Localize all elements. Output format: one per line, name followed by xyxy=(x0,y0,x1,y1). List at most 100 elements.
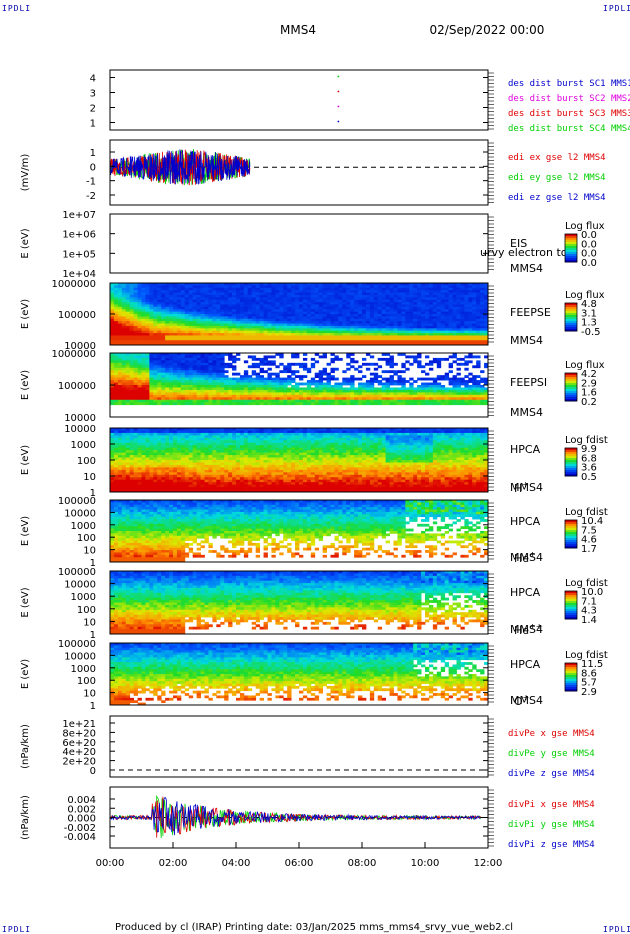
spectrogram-cell xyxy=(192,392,198,396)
spectrogram-cell xyxy=(129,457,135,461)
spectrogram-cell xyxy=(330,353,335,356)
spectrogram-cell xyxy=(476,333,481,336)
spectrogram-cell xyxy=(326,375,331,379)
spectrogram-cell xyxy=(180,294,186,298)
spectrogram-cell xyxy=(436,316,442,320)
spectrogram-cell xyxy=(239,340,245,344)
spectrogram-cell xyxy=(350,316,355,320)
spectrogram-cell xyxy=(302,294,308,298)
spectrogram-cell xyxy=(464,321,469,324)
spectrogram-cell xyxy=(192,318,198,322)
spectrogram-cell xyxy=(287,399,292,403)
spectrogram-cell xyxy=(342,285,347,289)
spectrogram-cell xyxy=(452,392,457,396)
spectrogram-cell xyxy=(121,283,127,286)
spectrogram-cell xyxy=(369,328,375,332)
spectrogram-cell xyxy=(169,482,174,486)
spectrogram-cell xyxy=(251,365,257,369)
spectrogram-cell xyxy=(141,382,146,386)
spectrogram-cell xyxy=(161,477,166,481)
spectrogram-cell xyxy=(267,318,272,322)
spectrogram-cell xyxy=(232,285,237,289)
spectrogram-cell xyxy=(377,309,383,313)
spectrogram-cell xyxy=(165,392,170,396)
spectrogram-cell xyxy=(448,290,453,293)
spectrogram-cell xyxy=(184,482,190,486)
spectrogram-cell xyxy=(271,325,276,329)
spectrogram-cell xyxy=(169,337,174,341)
spectrogram-cell xyxy=(413,304,418,308)
spectrogram-cell xyxy=(169,360,174,364)
spectrogram-cell xyxy=(161,437,166,441)
spectrogram-cell xyxy=(228,389,233,393)
spectrogram-cell xyxy=(141,316,146,320)
spectrogram-cell xyxy=(310,299,316,303)
spectrogram-cell xyxy=(373,318,379,322)
spectrogram-cell xyxy=(137,467,142,471)
spectrogram-cell xyxy=(153,360,158,364)
spectrogram-cell xyxy=(125,452,131,456)
spectrogram-cell xyxy=(239,294,245,298)
spectrogram-cell xyxy=(129,292,135,296)
spectrogram-cell xyxy=(117,442,123,446)
spectrogram-cell xyxy=(338,387,343,391)
spectrogram-cell xyxy=(180,489,186,493)
spectrogram-cell xyxy=(133,304,138,308)
spectrogram-cell xyxy=(145,297,150,301)
y-axis-label: E (eV) xyxy=(20,299,31,329)
spectrogram-cell xyxy=(448,402,453,406)
spectrogram-cell xyxy=(192,283,198,286)
spectrogram-cell xyxy=(464,387,469,391)
spectrogram-cell xyxy=(153,294,158,298)
spectrogram-cell xyxy=(377,285,383,289)
spectrogram-cell xyxy=(137,333,142,336)
spectrogram-cell xyxy=(247,355,253,359)
y-tick-label: 1000000 xyxy=(51,349,96,360)
spectrogram-cell xyxy=(350,402,355,406)
spectrogram-cell xyxy=(173,367,178,371)
spectrogram-cell xyxy=(204,314,209,317)
spectrogram-cell xyxy=(180,365,186,369)
spectrogram-cell xyxy=(117,399,123,403)
spectrogram-cell xyxy=(271,380,276,383)
spectrogram-cell xyxy=(302,283,308,286)
spectrogram-cell xyxy=(476,287,481,291)
instrument-label: EIS xyxy=(510,237,527,250)
spectrogram-cell xyxy=(208,402,213,406)
spectrogram-cell xyxy=(365,304,371,308)
spectrogram-cell xyxy=(216,375,221,379)
spectrogram-cell xyxy=(385,306,390,310)
spectrogram-cell xyxy=(224,365,229,369)
spectrogram-cell xyxy=(232,372,237,376)
spectrogram-cell xyxy=(208,342,213,346)
spectrogram-cell xyxy=(161,392,166,396)
spectrogram-cell xyxy=(310,365,316,369)
spectrogram-cell xyxy=(133,385,138,388)
spectrogram-cell xyxy=(165,337,170,341)
spectrogram-cell xyxy=(180,442,186,446)
spectrogram-cell xyxy=(157,337,162,341)
spectrogram-cell xyxy=(137,380,142,383)
spectrogram-cell xyxy=(413,360,418,364)
spectrogram-cell xyxy=(326,285,331,289)
spectrogram-cell xyxy=(208,477,213,481)
spectrogram-cell xyxy=(389,294,394,298)
spectrogram-cell xyxy=(176,321,182,324)
spectrogram-cell xyxy=(263,325,268,329)
spectrogram-cell xyxy=(129,392,135,396)
spectrogram-cell xyxy=(456,362,461,366)
spectrogram-cell xyxy=(200,318,205,322)
spectrogram-cell xyxy=(401,328,406,332)
spectrogram-cell xyxy=(405,337,410,341)
spectrogram-cell xyxy=(196,297,201,301)
spectrogram-cell xyxy=(196,340,201,344)
spectrogram-cell xyxy=(432,294,438,298)
spectrogram-cell xyxy=(338,333,343,336)
spectrogram-cell xyxy=(129,447,135,451)
spectrogram-cell xyxy=(110,367,115,371)
spectrogram-cell xyxy=(385,318,390,322)
spectrogram-cell xyxy=(204,389,209,393)
spectrogram-cell xyxy=(232,311,237,315)
spectrogram-cell xyxy=(389,335,394,339)
spectrogram-cell xyxy=(279,316,284,320)
